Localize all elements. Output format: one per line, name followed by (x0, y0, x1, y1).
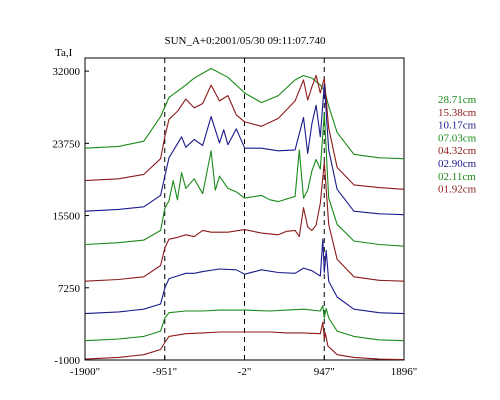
series-line-10.17cm (84, 83, 405, 216)
vertical-reference-lines (164, 58, 325, 360)
legend-entry-5: 02.90cm (438, 158, 477, 170)
series-line-02.11cm (84, 305, 405, 342)
x-tick-label-0: -1900" (70, 366, 100, 378)
x-tick-label-3: 947" (314, 366, 335, 378)
legend-entry-6: 02.11cm (438, 171, 476, 183)
series-line-01.92cm (84, 321, 405, 361)
legend-entry-4: 04.32cm (438, 145, 477, 157)
y-tick-label-1: 23750 (53, 138, 81, 150)
series-line-02.90cm (84, 238, 405, 315)
y-tick-label-2: 15500 (53, 211, 81, 223)
series-line-04.32cm (84, 161, 405, 282)
y-axis-ticks: 32000 23750 15500 7250 -1000 (53, 66, 89, 367)
x-axis-ticks: -1900" -951" -2" 947" 1896" (70, 356, 417, 378)
legend-entry-3: 07.03cm (438, 132, 477, 144)
series-line-07.03cm (84, 112, 405, 247)
y-axis-label: Ta,I (55, 47, 73, 59)
legend-entry-7: 01.92cm (438, 184, 477, 196)
series-layer (84, 67, 405, 361)
legend: 28.71cm15.38cm10.17cm07.03cm04.32cm02.90… (438, 94, 477, 196)
chart-title: SUN_A+0:2001/05/30 09:11:07.740 (164, 35, 326, 47)
x-tick-label-1: -951" (152, 366, 177, 378)
legend-entry-1: 15.38cm (438, 107, 477, 119)
legend-entry-2: 10.17cm (438, 120, 477, 132)
x-tick-label-2: -2" (238, 366, 252, 378)
series-line-28.71cm (84, 67, 405, 160)
x-tick-label-4: 1896" (391, 366, 418, 378)
y-tick-label-3: 7250 (58, 283, 81, 295)
series-line-15.38cm (84, 74, 405, 190)
y-tick-label-0: 32000 (53, 66, 81, 78)
legend-entry-0: 28.71cm (438, 94, 477, 106)
y-tick-label-4: -1000 (54, 355, 80, 367)
